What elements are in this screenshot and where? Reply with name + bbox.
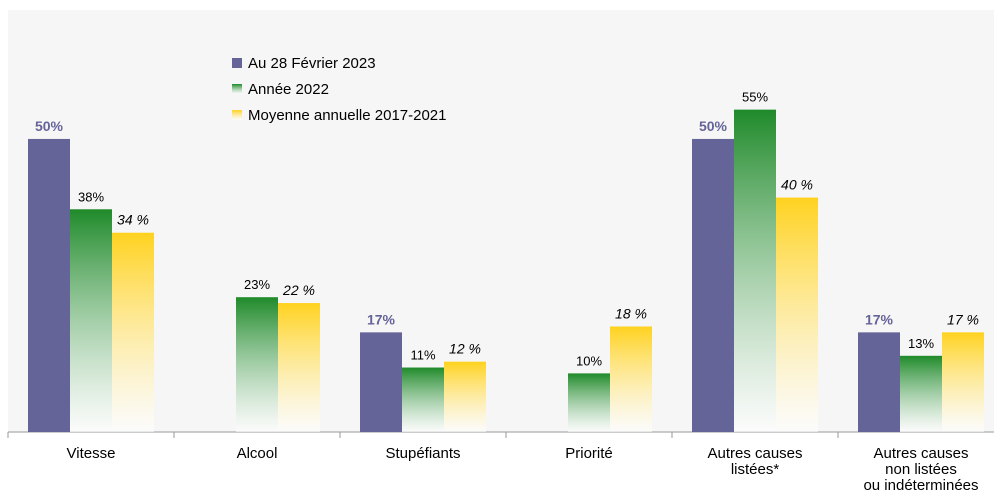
plot-area (8, 10, 994, 432)
bar (734, 109, 776, 432)
legend-swatch (232, 58, 242, 68)
value-label: 12 % (449, 341, 481, 357)
legend-swatch (232, 84, 242, 94)
bar (900, 355, 942, 432)
x-tick-label: Autres causes listées* (707, 445, 803, 478)
x-tick-label: Autres causes non listées ou indéterminé… (863, 445, 979, 494)
legend-label: Année 2022 (248, 81, 329, 98)
bar (278, 303, 320, 432)
bar (28, 138, 70, 432)
value-label: 50% (35, 118, 64, 134)
value-label: 11% (410, 348, 435, 363)
bar (610, 326, 652, 432)
value-label: 13% (908, 336, 934, 351)
x-tick-label: Alcool (236, 445, 278, 462)
value-label: 17 % (947, 311, 979, 327)
bar (942, 332, 984, 432)
bar (568, 373, 610, 432)
legend-label: Au 28 Février 2023 (248, 55, 376, 72)
bar (236, 297, 278, 432)
value-label: 50% (699, 118, 728, 134)
bar (360, 332, 402, 432)
x-tick-label: Priorité (565, 445, 613, 462)
value-label: 22 % (282, 282, 315, 298)
bar (776, 197, 818, 432)
value-label: 18 % (615, 306, 647, 322)
bar (858, 332, 900, 432)
value-label: 23% (244, 277, 270, 292)
legend-swatch (232, 110, 242, 120)
value-label: 40 % (781, 177, 813, 193)
value-label: 55% (742, 90, 768, 105)
bar (402, 367, 444, 432)
bar (112, 232, 154, 432)
value-label: 34 % (117, 212, 149, 228)
bar (444, 361, 486, 432)
value-label: 17% (865, 311, 894, 327)
value-label: 10% (576, 353, 602, 368)
x-tick-label: Vitesse (66, 445, 116, 462)
bar (70, 209, 112, 432)
legend-label: Moyenne annuelle 2017-2021 (248, 107, 447, 124)
x-axis (7, 431, 994, 438)
value-label: 17% (367, 311, 396, 327)
bar (692, 138, 734, 432)
x-tick-label: Stupéfiants (385, 445, 461, 462)
value-label: 38% (78, 189, 104, 204)
